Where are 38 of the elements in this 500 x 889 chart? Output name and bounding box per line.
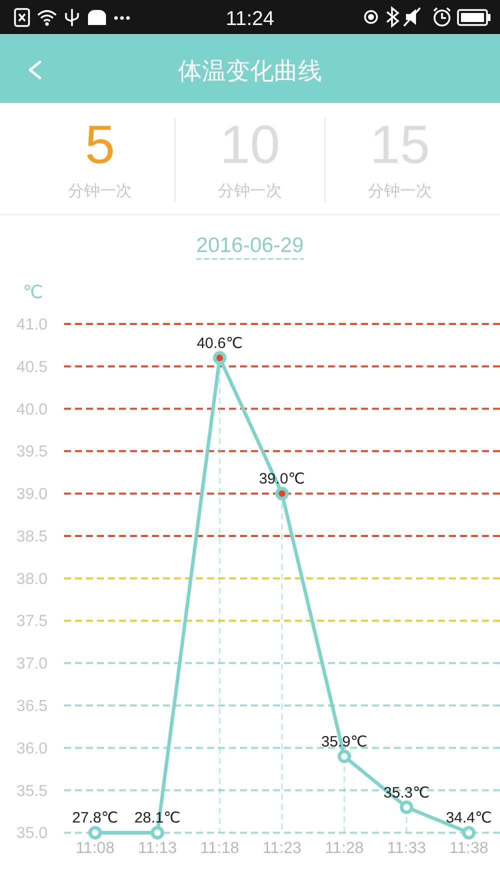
x-tick-label: 11:28: [324, 840, 364, 857]
point: [275, 486, 289, 500]
text: 5: [84, 115, 116, 175]
y-tick-label: 37.5: [16, 613, 48, 630]
y-tick-label: 39.5: [16, 444, 48, 461]
point: [338, 750, 352, 764]
y-tick-label: 39.0: [16, 486, 48, 504]
y-tick-label: 36.5: [16, 698, 48, 716]
x-tick-label: 11:23: [262, 840, 302, 857]
y-tick-label: 35.0: [16, 825, 48, 842]
y-tick-label: 40.0: [16, 401, 48, 418]
text: 分钟一次: [68, 183, 132, 200]
x-tick-label: 11:38: [449, 840, 488, 857]
y-tick-label: 36.0: [16, 740, 48, 758]
point: [212, 351, 226, 365]
x-tick-label: 11:08: [76, 840, 115, 857]
point: [150, 826, 164, 840]
y-axis-title: ℃: [22, 282, 44, 302]
chart-subtitle: 2016-06-29: [196, 234, 304, 257]
text: 分钟一次: [368, 183, 432, 200]
y-tick-label: 35.5: [16, 782, 48, 800]
text: 分钟一次: [218, 183, 282, 200]
x-tick-label: 11:13: [138, 840, 177, 857]
y-tick-label: 40.5: [16, 358, 48, 376]
point: [462, 826, 476, 840]
point: [88, 826, 102, 840]
text: 11:24: [226, 8, 274, 30]
y-tick-label: 41.0: [16, 316, 48, 334]
data-label: 40.6℃: [196, 334, 243, 352]
y-tick-label: 38.5: [16, 528, 48, 546]
chart-title: 体温变化曲线: [178, 58, 322, 85]
annotation: 34.4℃: [446, 810, 492, 827]
y-tick-label: 37.0: [16, 656, 48, 673]
annotation: 27.8℃: [72, 810, 118, 827]
x-tick-label: 11:18: [200, 840, 240, 857]
point: [400, 800, 414, 814]
y-tick-label: 38.0: [16, 570, 48, 588]
x-tick-label: 11:33: [387, 840, 426, 857]
